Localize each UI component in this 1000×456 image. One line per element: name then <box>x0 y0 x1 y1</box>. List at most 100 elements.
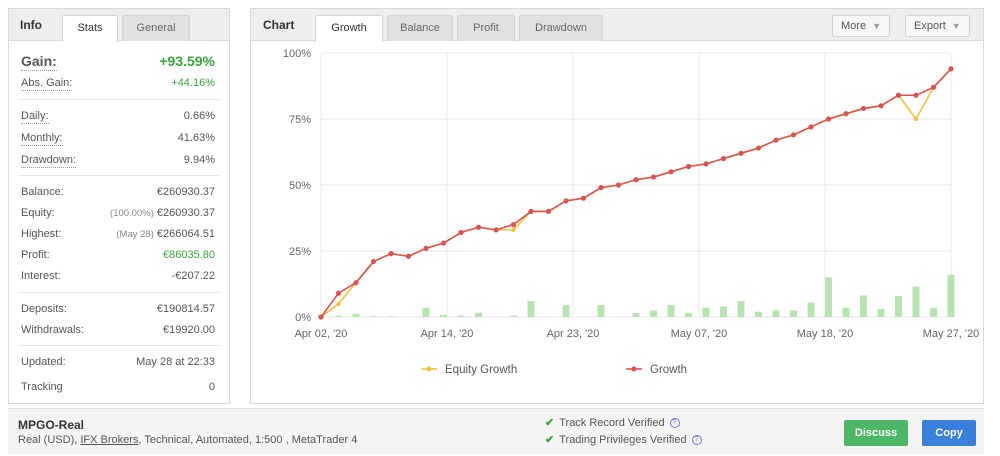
growth-point <box>668 169 674 175</box>
tab-stats[interactable]: Stats <box>62 15 118 42</box>
growth-point <box>913 92 919 98</box>
growth-point <box>703 161 709 167</box>
info-icon[interactable]: ? <box>669 418 680 429</box>
chart-title: Chart <box>263 18 295 32</box>
equity-point <box>336 301 341 306</box>
growth-point <box>440 240 447 246</box>
chart-tabbar: Chart Growth Balance Profit Drawdown Mor… <box>251 9 983 42</box>
volume-bar <box>632 313 640 317</box>
tab-drawdown[interactable]: Drawdown <box>519 15 603 41</box>
volume-bar <box>352 313 360 317</box>
volume-bar <box>860 295 867 317</box>
growth-point <box>790 132 797 138</box>
interest-row: Interest: -€207.22 <box>21 269 215 285</box>
deposits-label: Deposits: <box>21 303 67 315</box>
volume-bar <box>947 274 955 317</box>
copy-button[interactable]: Copy <box>922 420 976 446</box>
equity-point <box>913 116 919 122</box>
desc-prefix: Real (USD), <box>18 434 81 446</box>
y-tick-label: 0% <box>295 312 311 324</box>
growth-point <box>843 111 849 117</box>
x-tick-label: Apr 14, '20 <box>421 328 474 340</box>
growth-point <box>930 84 937 90</box>
divider <box>19 175 219 176</box>
volume-bar <box>930 307 937 317</box>
highest-value-wrap: (May 28) €266064.51 <box>116 227 215 242</box>
updated-row: Updated: May 28 at 22:33 <box>21 355 215 371</box>
growth-point <box>405 253 412 259</box>
tab-profit[interactable]: Profit <box>457 15 515 41</box>
check-icon: ✔ <box>545 434 555 446</box>
volume-bar <box>562 305 570 317</box>
volume-bar <box>790 310 797 317</box>
equity-label: Equity: <box>21 207 55 219</box>
volume-bar <box>772 310 780 317</box>
x-tick-label: May 18, '20 <box>797 328 854 340</box>
volume-bar <box>422 307 430 317</box>
growth-point <box>685 163 692 170</box>
y-tick-label: 25% <box>289 246 311 258</box>
withdrawals-row: Withdrawals: €19920.00 <box>21 323 215 339</box>
daily-label[interactable]: Daily: <box>21 110 49 124</box>
growth-point <box>423 245 429 251</box>
series-lines <box>320 68 952 318</box>
series-line <box>320 68 952 318</box>
abs-gain-label[interactable]: Abs. Gain: <box>21 77 73 91</box>
check-icon: ✔ <box>545 417 555 429</box>
equity-row: Equity: (100.00%) €260930.37 <box>21 206 215 222</box>
y-tick-label: 50% <box>289 180 311 192</box>
tracking-value: 0 <box>208 381 215 393</box>
divider <box>19 292 219 293</box>
tab-info[interactable]: Info <box>20 18 42 32</box>
volume-bar <box>912 286 920 317</box>
discuss-button[interactable]: Discuss <box>844 420 908 446</box>
updated-value: May 28 at 22:33 <box>136 356 215 368</box>
x-tick-label: May 27, '20 <box>923 328 980 340</box>
broker-link[interactable]: IFX Brokers <box>80 434 139 446</box>
gain-row: Gain: +93.59% <box>21 53 215 71</box>
profit-label: Profit: <box>21 249 50 261</box>
gain-label[interactable]: Gain: <box>21 53 57 71</box>
export-label: Export <box>914 20 946 32</box>
drawdown-row: Drawdown: 9.94% <box>21 153 215 169</box>
volume-bar <box>335 315 342 317</box>
equity-value-wrap: (100.00%) €260930.37 <box>110 206 215 221</box>
volume-bar <box>667 305 675 317</box>
growth-point <box>335 290 342 296</box>
volume-bar <box>527 301 535 317</box>
system-info-bar: MPGO-Real Real (USD), IFX Brokers, Techn… <box>8 408 984 454</box>
growth-point <box>545 208 552 214</box>
growth-point <box>388 251 394 257</box>
growth-point <box>895 92 902 98</box>
tab-growth[interactable]: Growth <box>315 15 383 42</box>
highest-note: (May 28) <box>116 229 154 240</box>
deposits-value: €190814.57 <box>156 303 215 315</box>
volume-bar <box>457 315 465 317</box>
monthly-value: 41.63% <box>177 132 215 144</box>
volume-bar <box>895 295 902 317</box>
equity-value: €260930.37 <box>156 207 215 219</box>
growth-point <box>528 208 534 214</box>
balance-label: Balance: <box>21 186 64 198</box>
monthly-row: Monthly: 41.63% <box>21 131 215 147</box>
more-dropdown[interactable]: More ▼ <box>832 15 890 37</box>
daily-row: Daily: 0.66% <box>21 109 215 125</box>
series-points <box>318 66 954 320</box>
trading-privileges-label: Trading Privileges Verified <box>559 434 687 446</box>
tab-general[interactable]: General <box>122 15 190 41</box>
divider <box>19 345 219 346</box>
export-dropdown[interactable]: Export ▼ <box>905 15 970 37</box>
tab-balance[interactable]: Balance <box>387 15 453 41</box>
chart-legend: Equity Growth Growth <box>421 364 687 376</box>
legend-marker <box>631 366 637 372</box>
growth-point <box>825 116 832 122</box>
deposits-row: Deposits: €190814.57 <box>21 302 215 318</box>
system-description: Real (USD), IFX Brokers, Technical, Auto… <box>18 434 357 446</box>
profit-value: €86035.80 <box>163 249 215 261</box>
info-icon[interactable]: ? <box>691 435 702 446</box>
chevron-down-icon: ▼ <box>951 21 961 31</box>
equity-note: (100.00%) <box>110 208 154 219</box>
volume-bar <box>807 302 815 317</box>
drawdown-label[interactable]: Drawdown: <box>21 154 77 168</box>
monthly-label[interactable]: Monthly: <box>21 132 63 146</box>
